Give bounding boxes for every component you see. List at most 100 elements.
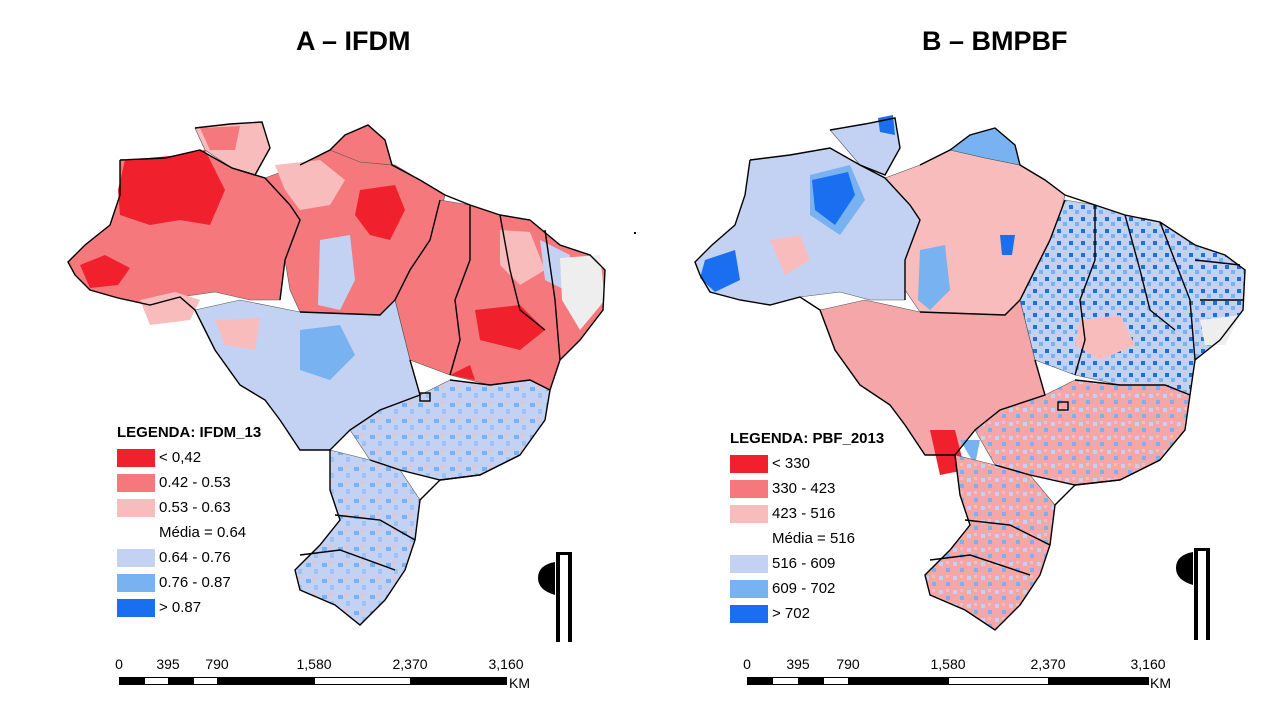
legend-swatch — [117, 498, 155, 517]
legend-item: 516 - 609 — [730, 551, 884, 576]
map-a-patch — [140, 292, 200, 325]
legend-swatch — [730, 530, 768, 548]
scale-tick-label: 3,160 — [488, 656, 524, 672]
legend-swatch — [117, 598, 155, 617]
map-a-region-south — [294, 449, 421, 626]
scale-tick-label: 395 — [786, 656, 810, 672]
map-b-patch — [1200, 315, 1240, 345]
legend-label: < 330 — [772, 455, 810, 472]
map-a-title: A – IFDM — [296, 26, 411, 56]
map-a-patch — [500, 230, 545, 285]
legend-swatch — [730, 479, 768, 498]
legend-swatch — [730, 554, 768, 573]
legend-item: 0.42 - 0.53 — [117, 470, 261, 495]
map-a-patch — [318, 235, 355, 310]
map-b-state-borders — [694, 117, 1246, 631]
scale-unit: KM — [1150, 675, 1171, 691]
legend-label: 0.76 - 0.87 — [159, 574, 231, 591]
legend-label: > 702 — [772, 605, 810, 622]
scale-tick-label: 1,580 — [930, 656, 966, 672]
map-a-patch — [200, 126, 240, 150]
legend-item: 423 - 516 — [730, 501, 884, 526]
scale-tick-label: 790 — [836, 656, 860, 672]
legend-label: < 0,42 — [159, 449, 202, 466]
map-b-patch — [700, 250, 740, 292]
legend-swatch — [730, 504, 768, 523]
map-a-patch — [118, 150, 225, 225]
legend-title: LEGENDA: PBF_2013 — [730, 430, 885, 447]
scale-segment — [314, 677, 411, 685]
scale-segment — [823, 677, 849, 685]
map-a-state-borders — [67, 121, 606, 626]
legend-label: > 0.87 — [159, 599, 202, 616]
scale-segment — [144, 677, 169, 685]
scale-tick-label: 2,370 — [1030, 656, 1066, 672]
scale-segment — [1048, 677, 1149, 685]
map-b-patch — [918, 245, 950, 310]
legend-item: > 702 — [730, 601, 884, 626]
scale-segment — [848, 677, 949, 685]
scale-segment — [747, 677, 773, 685]
legend-label: Média = 0.64 — [159, 524, 247, 541]
legend-item: 0.76 - 0.87 — [117, 570, 261, 595]
legend-swatch — [117, 448, 155, 467]
map-a-patch — [275, 160, 345, 210]
legend-label: Média = 516 — [772, 530, 855, 547]
map-b — [634, 115, 1246, 640]
legend-label: 609 - 702 — [772, 580, 836, 597]
legend-item: 0.53 - 0.63 — [117, 495, 261, 520]
map-b-scale-bar: 0 395 790 1,580 2,370 3,160 KM — [640, 656, 1280, 696]
legend-item: < 330 — [730, 451, 884, 476]
map-b-patch — [770, 235, 810, 275]
legend-item: 0.64 - 0.76 — [117, 545, 261, 570]
legend-label: 423 - 516 — [772, 505, 836, 522]
legend-item-mean: Média = 516 — [730, 526, 884, 551]
scale-segment — [168, 677, 194, 685]
map-b-north-arrow-icon — [1176, 548, 1210, 640]
legend-swatch — [117, 473, 155, 492]
map-b-patch — [960, 440, 980, 465]
map-b-region-south — [924, 454, 1056, 631]
legend-swatch — [730, 579, 768, 598]
map-a-patch — [215, 318, 260, 350]
legend-item: > 0.87 — [117, 595, 261, 620]
scale-tick-label: 2,370 — [392, 656, 428, 672]
scale-tick-label: 395 — [156, 656, 180, 672]
legend-swatch — [117, 573, 155, 592]
map-a-patch — [355, 185, 405, 240]
scale-segment — [193, 677, 218, 685]
scale-tick-label: 1,580 — [296, 656, 332, 672]
scale-segment — [798, 677, 824, 685]
legend-swatch — [730, 604, 768, 623]
legend-item: 609 - 702 — [730, 576, 884, 601]
map-b-patch — [812, 172, 855, 225]
scale-segment — [772, 677, 799, 685]
map-b-title: B – BMPBF — [922, 26, 1068, 56]
legend-swatch — [117, 548, 155, 567]
map-b-speck — [634, 232, 636, 234]
map-b-legend: LEGENDA: PBF_2013 < 330 330 - 423 423 - … — [730, 430, 884, 626]
map-a-scale-bar: 0 395 790 1,580 2,370 3,160 KM — [0, 656, 640, 696]
map-b-patch — [1000, 235, 1015, 255]
map-a-patch — [300, 325, 355, 380]
legend-title: LEGENDA: IFDM_13 — [117, 424, 262, 441]
legend-label: 0.42 - 0.53 — [159, 474, 231, 491]
scale-unit: KM — [509, 675, 530, 691]
legend-item-mean: Média = 0.64 — [117, 520, 261, 545]
scale-segment — [217, 677, 315, 685]
map-b-patch — [1075, 315, 1135, 360]
legend-label: 330 - 423 — [772, 480, 836, 497]
map-a — [67, 121, 606, 642]
legend-swatch — [117, 524, 155, 542]
scale-tick-label: 0 — [743, 656, 751, 672]
scale-segment — [119, 677, 145, 685]
legend-item: < 0,42 — [117, 445, 261, 470]
scale-tick-label: 790 — [205, 656, 229, 672]
map-a-patch — [80, 255, 130, 288]
legend-item: 330 - 423 — [730, 476, 884, 501]
legend-label: 0.64 - 0.76 — [159, 549, 231, 566]
map-a-legend: LEGENDA: IFDM_13 < 0,42 0.42 - 0.53 0.53… — [117, 424, 261, 620]
scale-tick-label: 3,160 — [1130, 656, 1166, 672]
scale-segment — [410, 677, 507, 685]
legend-label: 0.53 - 0.63 — [159, 499, 231, 516]
